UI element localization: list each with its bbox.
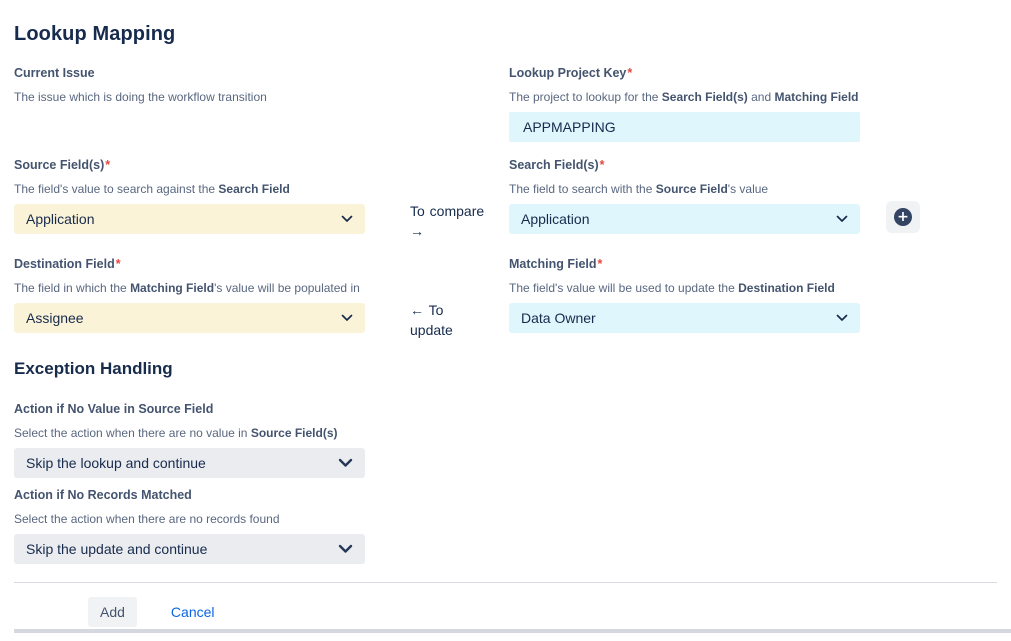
no-value-action-label: Action if No Value in Source Field [14,402,214,416]
search-field-label: Search Field(s)* [509,158,605,172]
lookup-project-key-label: Lookup Project Key* [509,66,633,80]
destination-field-label: Destination Field* [14,257,121,271]
chevron-down-icon [341,215,353,223]
required-asterisk: * [597,257,603,271]
destination-field-description: The field in which the Matching Field's … [14,281,360,295]
page-title: Lookup Mapping [14,23,176,45]
required-asterisk: * [599,158,605,172]
required-asterisk: * [627,66,633,80]
no-value-action-description: Select the action when there are no valu… [14,426,338,440]
matching-field-label: Matching Field* [509,257,603,271]
source-field-value: Application [26,211,95,227]
footer-divider [14,582,997,583]
field-matching-field: Matching Field* The field's value will b… [509,257,860,333]
row-current-issue: Current Issue The issue which is doing t… [14,66,997,142]
source-field-description: The field's value to search against the … [14,182,290,196]
chevron-down-icon [836,314,848,322]
destination-field-select[interactable]: Assignee [14,303,365,333]
search-field-description: The field to search with the Source Fiel… [509,182,769,196]
matching-field-select[interactable]: Data Owner [509,303,860,333]
chevron-down-icon [836,215,848,223]
field-no-records-action: Action if No Records Matched Select the … [14,488,997,564]
no-records-action-select[interactable]: Skip the update and continue [14,534,365,564]
add-search-field-button[interactable]: + [886,201,920,233]
field-source-field: Source Field(s)* The field's value to se… [14,158,365,234]
source-field-select[interactable]: Application [14,204,365,234]
no-records-action-description: Select the action when there are no reco… [14,512,280,526]
destination-field-value: Assignee [26,310,84,326]
bottom-divider [14,629,1011,633]
row-compare: Source Field(s)* The field's value to se… [14,158,997,241]
chevron-down-icon [341,314,353,322]
current-issue-description: The issue which is doing the workflow tr… [14,90,267,104]
field-no-value-action: Action if No Value in Source Field Selec… [14,402,997,478]
no-value-action-select[interactable]: Skip the lookup and continue [14,448,365,478]
matching-field-value: Data Owner [521,310,596,326]
lookup-project-key-input[interactable] [509,112,860,142]
required-asterisk: * [105,158,111,172]
matching-field-description: The field's value will be used to update… [509,281,835,295]
cancel-link[interactable]: Cancel [170,604,215,620]
lookup-project-key-description: The project to lookup for the Search Fie… [509,90,859,104]
search-field-select[interactable]: Application [509,204,860,234]
source-field-label: Source Field(s)* [14,158,111,172]
no-records-action-value: Skip the update and continue [26,541,208,557]
required-asterisk: * [115,257,121,271]
field-lookup-project-key: Lookup Project Key* The project to looku… [509,66,860,142]
update-direction-label: ← To update [410,302,453,338]
field-current-issue: Current Issue The issue which is doing t… [14,66,365,104]
search-field-value: Application [521,211,590,227]
chevron-down-icon [338,458,353,468]
exception-handling-title: Exception Handling [14,359,173,378]
row-update: Destination Field* The field in which th… [14,257,997,340]
no-records-action-label: Action if No Records Matched [14,488,192,502]
add-button[interactable]: Add [88,597,137,627]
chevron-down-icon [338,544,353,554]
field-search-field: Search Field(s)* The field to search wit… [509,158,860,234]
no-value-action-value: Skip the lookup and continue [26,455,206,471]
footer-actions: Add Cancel [14,583,997,641]
current-issue-label: Current Issue [14,66,95,80]
field-destination-field: Destination Field* The field in which th… [14,257,365,333]
plus-icon: + [894,208,912,226]
compare-direction-label: To compare → [410,203,485,239]
